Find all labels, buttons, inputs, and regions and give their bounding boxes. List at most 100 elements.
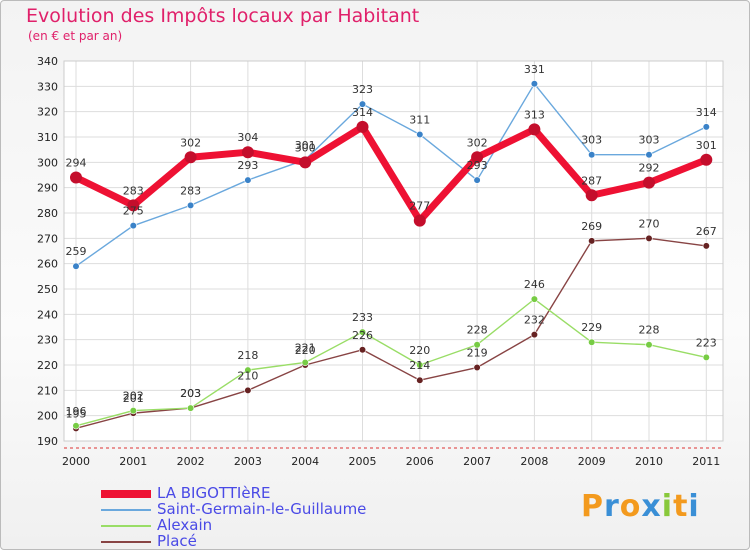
y-tick-label: 290 [37,182,58,195]
data-point [588,338,596,346]
series-line-2 [75,298,707,427]
data-label: 303 [581,134,602,147]
data-point [358,100,367,108]
data-label: 275 [123,205,144,218]
data-label: 196 [66,405,87,418]
data-label: 303 [639,134,660,147]
y-tick-label: 250 [37,283,58,296]
data-label: 203 [180,387,201,400]
data-point [301,358,309,367]
data-point [70,171,82,184]
data-label: 283 [180,184,201,197]
data-label: 220 [409,344,430,357]
plot-area [64,61,723,441]
data-label: 294 [66,157,87,170]
data-label: 301 [696,139,717,152]
data-point [72,422,80,430]
y-tick-label: 330 [37,80,58,93]
data-point [473,341,481,349]
data-point [299,156,312,169]
y-tick-label: 200 [37,410,58,423]
data-point [244,386,252,394]
data-label: 210 [237,369,258,382]
data-point [643,176,655,189]
series-line-0 [72,123,710,225]
data-label: 313 [524,108,545,121]
data-label: 304 [237,131,258,144]
x-tick-label: 2004 [291,455,319,468]
data-label: 229 [581,321,602,334]
x-tick-label: 2010 [635,455,663,468]
data-label: 287 [581,174,602,187]
data-label: 226 [352,329,373,342]
data-point [471,151,484,164]
data-label: 292 [639,162,660,175]
data-label: 232 [524,314,545,327]
data-label: 283 [123,184,144,197]
data-label: 267 [696,225,717,238]
y-tick-label: 190 [37,435,58,448]
legend-swatch [101,490,151,498]
data-label: 220 [295,344,316,357]
data-point [244,176,252,184]
data-label: 293 [467,159,488,172]
x-tick-label: 2009 [578,455,606,468]
data-label: 269 [581,220,602,233]
data-point [358,328,367,336]
data-label: 323 [352,83,373,96]
data-label: 311 [409,113,430,126]
y-tick-label: 300 [37,156,58,169]
legend-swatch [101,525,151,527]
data-point [530,331,539,339]
data-label: 202 [123,390,144,403]
data-point [473,176,481,184]
legend-label: Alexain [157,516,213,534]
data-point [702,123,710,131]
x-tick-label: 2005 [349,455,377,468]
data-point [244,366,252,374]
y-tick-label: 230 [37,334,58,347]
data-point [702,242,710,250]
x-tick-label: 2002 [177,455,205,468]
data-label: 203 [180,387,201,400]
data-label: 259 [66,245,87,258]
chart-title: Evolution des Impôts locaux par Habitant [26,5,420,27]
data-label: 246 [524,278,545,291]
y-tick-label: 260 [37,258,58,271]
data-label: 228 [467,324,488,337]
data-label: 221 [295,341,316,354]
data-point [416,361,424,369]
data-point [72,262,80,270]
y-tick-label: 220 [37,359,58,372]
data-point [700,153,713,166]
data-point [530,80,539,88]
data-point [645,341,653,349]
data-point [241,146,254,159]
x-tick-label: 2008 [520,455,548,468]
legend-swatch [101,541,151,543]
legend-label: LA BIGOTTIèRE [157,484,271,502]
data-label: 214 [409,359,430,372]
data-point [702,353,710,362]
data-point [416,376,424,384]
x-tick-label: 2000 [62,455,90,468]
data-label: 277 [409,200,430,213]
data-label: 314 [352,106,373,119]
data-label: 331 [524,63,545,76]
data-point [585,189,598,202]
y-tick-label: 280 [37,207,58,220]
data-point [530,295,539,303]
data-label: 302 [467,136,488,149]
data-point [413,214,426,227]
data-label: 195 [66,407,87,420]
data-label: 302 [180,136,201,149]
y-tick-label: 240 [37,308,58,321]
data-label: 301 [295,139,316,152]
x-tick-label: 2001 [119,455,147,468]
x-tick-label: 2011 [692,455,720,468]
legend-swatch [101,509,151,511]
data-point [473,363,481,372]
data-point [129,222,137,230]
